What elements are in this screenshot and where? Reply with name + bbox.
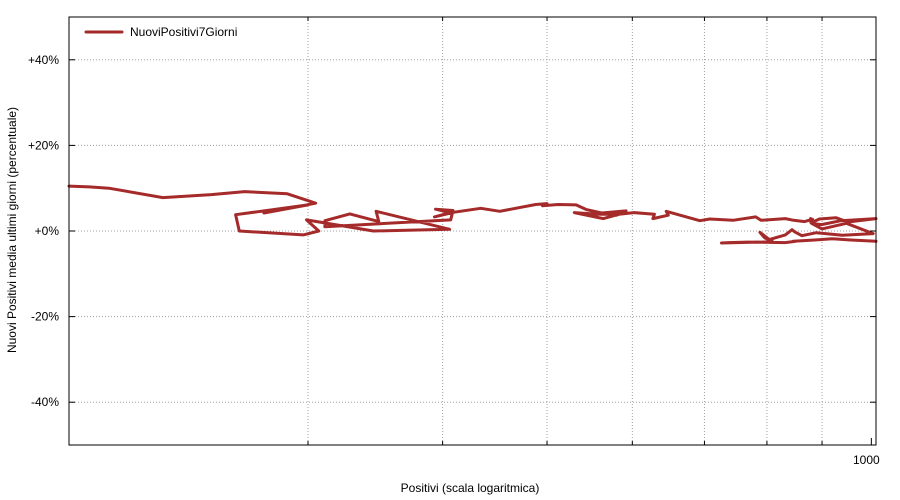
y-axis-label: Nuovi Positivi media ultimi giorni (perc… xyxy=(5,107,19,353)
x-tick-label: 1000 xyxy=(853,453,880,467)
y-tick-label: +0% xyxy=(35,224,60,238)
legend: NuoviPositivi7Giorni xyxy=(84,25,237,39)
grid xyxy=(69,17,876,445)
legend-label: NuoviPositivi7Giorni xyxy=(130,25,237,39)
ticks: +40% +20% +0% -20% -40% 1000 xyxy=(28,17,880,467)
y-tick-label: +20% xyxy=(28,138,59,152)
series-layer xyxy=(67,184,878,245)
y-tick-label: -20% xyxy=(31,310,59,324)
y-tick-label: +40% xyxy=(28,53,59,67)
plot-frame xyxy=(68,16,877,446)
series-line xyxy=(67,184,878,245)
x-axis-label: Positivi (scala logaritmica) xyxy=(401,481,540,495)
y-tick-label: -40% xyxy=(31,395,59,409)
